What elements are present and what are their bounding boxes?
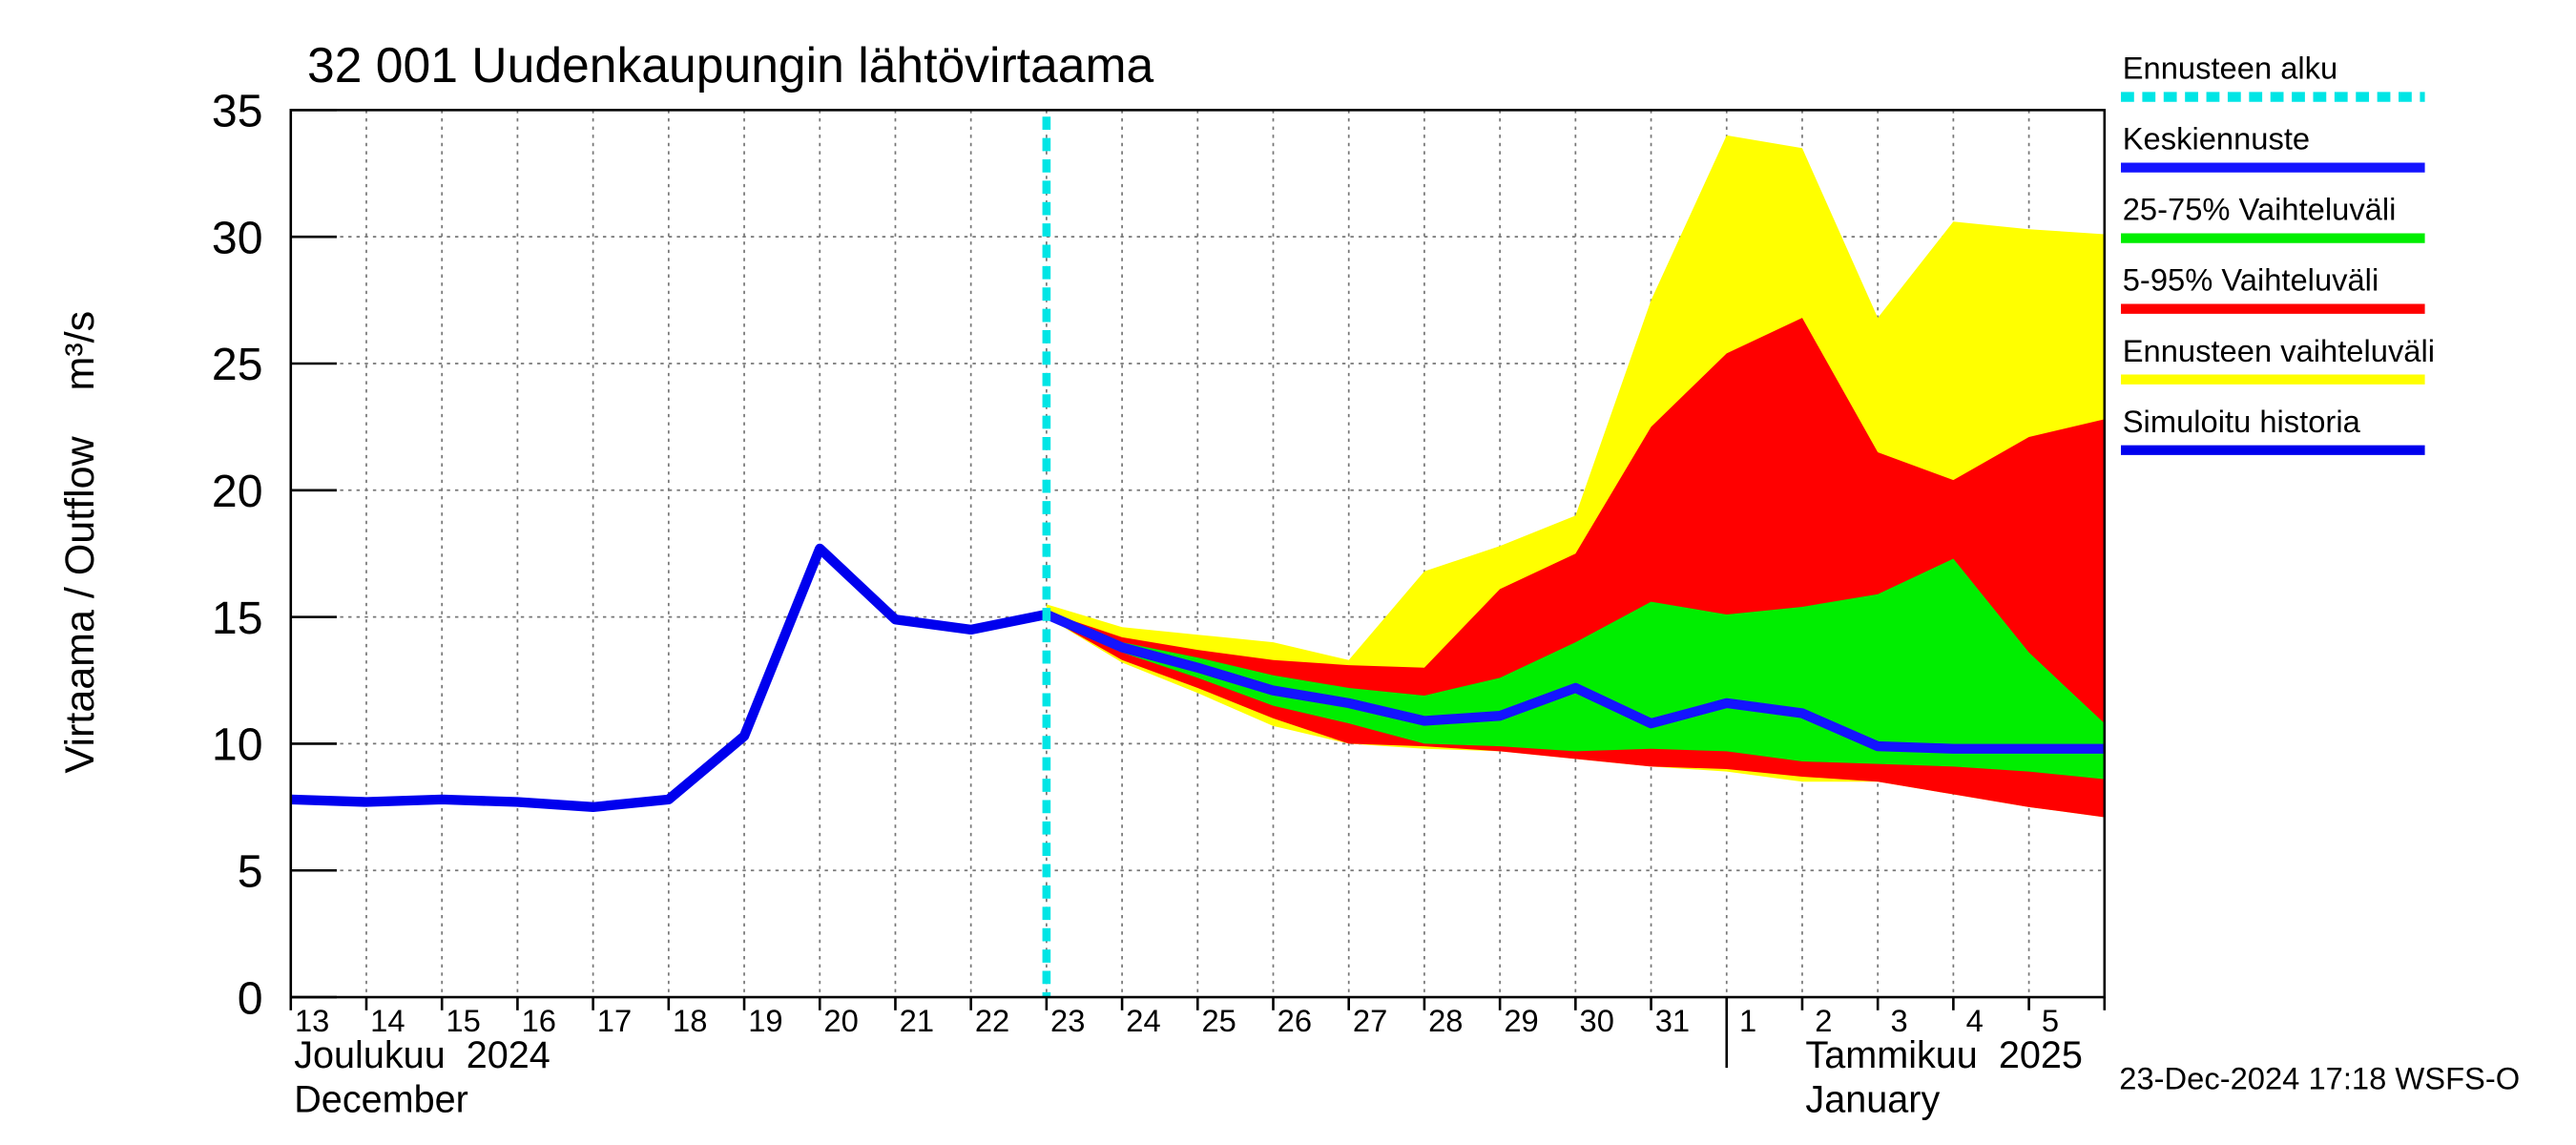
month-label: Tammikuu 2025	[1805, 1034, 2083, 1076]
chart-title: 32 001 Uudenkaupungin lähtövirtaama	[307, 37, 1153, 93]
x-tick-label: 26	[1278, 1003, 1312, 1038]
x-tick-label: 21	[900, 1003, 934, 1038]
x-tick-label: 18	[673, 1003, 707, 1038]
x-tick-label: 29	[1504, 1003, 1538, 1038]
legend-label: 25-75% Vaihteluväli	[2123, 192, 2397, 227]
legend-label: Keskiennuste	[2123, 121, 2310, 156]
month-label-en: December	[294, 1079, 468, 1121]
x-tick-label: 28	[1428, 1003, 1463, 1038]
legend-label: 5-95% Vaihteluväli	[2123, 262, 2379, 298]
x-tick-label: 23	[1050, 1003, 1085, 1038]
x-tick-label: 14	[370, 1003, 405, 1038]
series-line	[290, 543, 1048, 812]
legend: Ennusteen alku Keskiennuste 25-75% Vaihtel…	[2121, 51, 2435, 455]
y-tick-label: 25	[212, 339, 263, 390]
x-tick-label: 27	[1353, 1003, 1387, 1038]
footer: 23-Dec-2024 17:18 WSFS-O	[2119, 1060, 2520, 1095]
x-tick-label: 25	[1201, 1003, 1236, 1038]
x-tick-label: 3	[1890, 1003, 1907, 1038]
legend-label: Simuloitu historia	[2123, 404, 2361, 439]
y-tick-label: 35	[212, 86, 263, 137]
x-tick-label: 22	[975, 1003, 1009, 1038]
y-tick-label: 30	[212, 212, 263, 263]
x-tick-label: 20	[823, 1003, 858, 1038]
range-band	[1046, 558, 2105, 780]
month-label: Joulukuu 2024	[294, 1034, 551, 1076]
x-tick-label: 5	[2042, 1003, 2059, 1038]
month-label-en: January	[1805, 1079, 1940, 1121]
series-line	[1044, 610, 2105, 754]
x-tick-label: 16	[522, 1003, 556, 1038]
y-axis-label: Virtaama / Outflow m³/s	[57, 311, 103, 774]
x-tick-label: 4	[1966, 1003, 1984, 1038]
x-tick-label: 15	[446, 1003, 480, 1038]
x-tick-label: 31	[1655, 1003, 1690, 1038]
y-tick-label: 0	[238, 972, 263, 1024]
x-tick-label: 2	[1815, 1003, 1832, 1038]
y-tick-label: 20	[212, 466, 263, 517]
legend-label: Ennusteen alku	[2123, 51, 2337, 86]
plot-frame	[289, 109, 2107, 999]
x-tick-label: 17	[597, 1003, 632, 1038]
y-tick-label: 15	[212, 593, 263, 644]
y-tick-label: 10	[212, 719, 263, 771]
x-tick-label: 24	[1126, 1003, 1160, 1038]
x-tick-label: 13	[295, 1003, 329, 1038]
x-tick-label: 30	[1580, 1003, 1614, 1038]
legend-label: Ennusteen vaihteluväli	[2123, 333, 2435, 368]
x-tick-label: 1	[1739, 1003, 1756, 1038]
y-tick-label: 5	[238, 845, 263, 897]
x-tick-label: 19	[748, 1003, 782, 1038]
plot-data	[290, 116, 2105, 998]
